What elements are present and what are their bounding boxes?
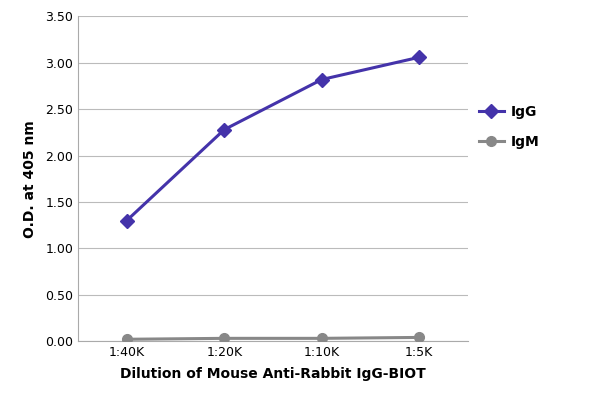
IgG	[123, 218, 130, 223]
Legend: IgG, IgM: IgG, IgM	[479, 104, 539, 149]
IgM	[318, 336, 325, 341]
Line: IgM: IgM	[122, 332, 424, 344]
IgM	[221, 336, 228, 341]
Line: IgG: IgG	[122, 52, 424, 225]
X-axis label: Dilution of Mouse Anti-Rabbit IgG-BIOT: Dilution of Mouse Anti-Rabbit IgG-BIOT	[120, 367, 426, 381]
IgG	[416, 55, 423, 60]
IgM	[416, 335, 423, 340]
Y-axis label: O.D. at 405 nm: O.D. at 405 nm	[23, 120, 37, 238]
IgG	[221, 127, 228, 132]
IgG	[318, 77, 325, 82]
IgM	[123, 337, 130, 342]
